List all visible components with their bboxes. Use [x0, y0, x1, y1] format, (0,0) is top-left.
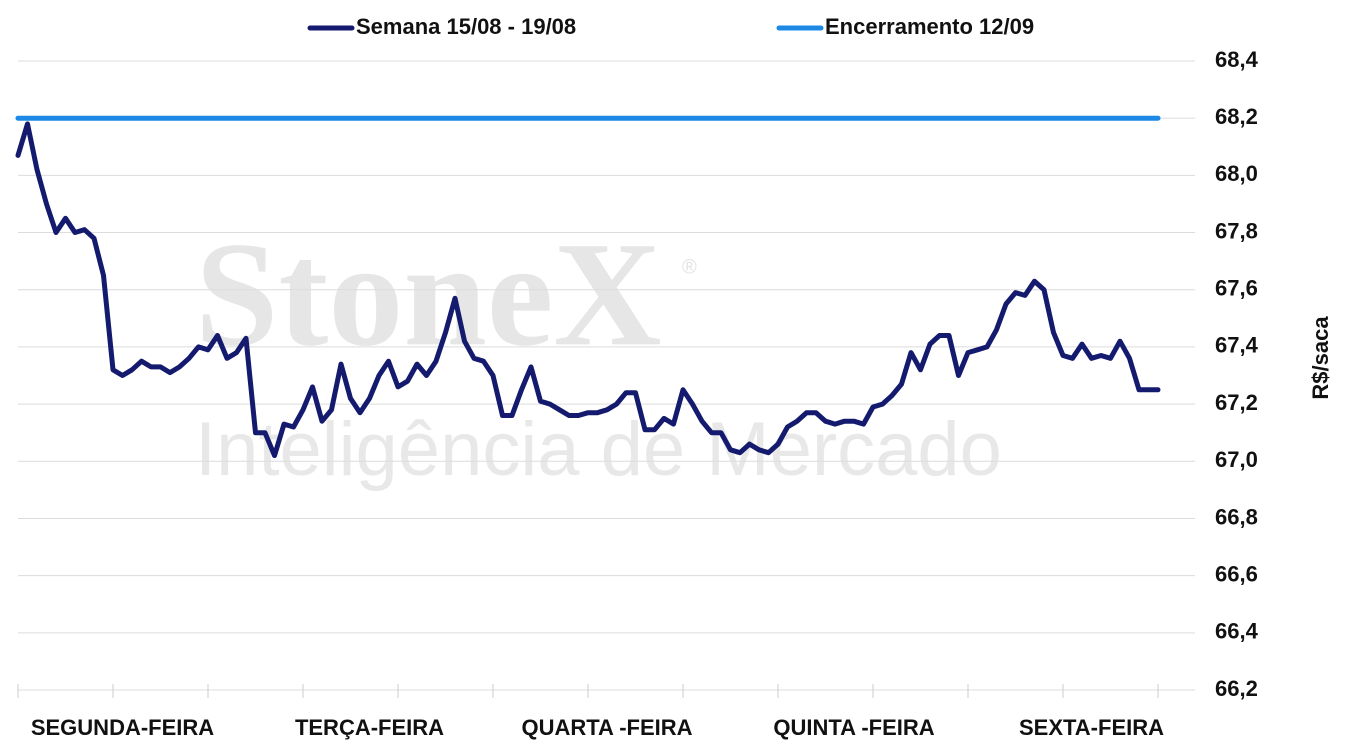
- y-tick-label: 67,6: [1215, 276, 1258, 301]
- series-line: [15, 121, 1161, 459]
- y-tick-label: 66,8: [1215, 504, 1258, 529]
- x-tick-label: QUARTA -FEIRA: [521, 715, 692, 740]
- y-tick-label: 67,2: [1215, 390, 1258, 415]
- y-axis-label: R$/saca: [1308, 316, 1333, 400]
- y-tick-label: 67,4: [1215, 333, 1259, 358]
- x-tick-label: SEGUNDA-FEIRA: [31, 715, 214, 740]
- watermark-mark: ®: [682, 256, 697, 278]
- y-tick-label: 66,4: [1215, 619, 1259, 644]
- y-tick-label: 66,2: [1215, 676, 1258, 701]
- legend-label: Encerramento 12/09: [825, 14, 1034, 39]
- x-tick-label: SEXTA-FEIRA: [1019, 715, 1164, 740]
- legend-label: Semana 15/08 - 19/08: [356, 14, 576, 39]
- y-tick-label: 68,0: [1215, 161, 1258, 186]
- y-tick-label: 67,8: [1215, 218, 1258, 243]
- x-tick-label: TERÇA-FEIRA: [295, 715, 444, 740]
- watermark: StoneX: [195, 211, 662, 377]
- y-tick-label: 67,0: [1215, 447, 1258, 472]
- y-tick-label: 68,2: [1215, 104, 1258, 129]
- watermark: Inteligência de Mercado: [195, 407, 1002, 492]
- y-tick-label: 68,4: [1215, 47, 1259, 72]
- y-tick-label: 66,6: [1215, 561, 1258, 586]
- x-tick-label: QUINTA -FEIRA: [773, 715, 934, 740]
